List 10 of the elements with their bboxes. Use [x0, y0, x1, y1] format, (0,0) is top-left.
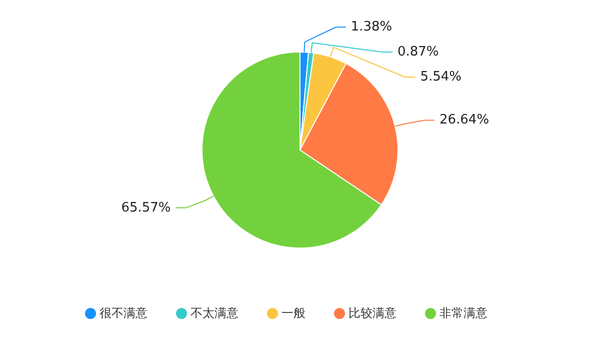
legend-label: 不太满意: [190, 306, 238, 320]
legend-label: 一般: [282, 306, 306, 320]
legend-label: 很不满意: [100, 306, 148, 320]
data-label: 0.87%: [397, 44, 439, 60]
data-label: 26.64%: [439, 112, 490, 128]
data-label: 1.38%: [350, 20, 392, 35]
data-label: 5.54%: [420, 70, 462, 85]
data-label: 65.57%: [121, 200, 171, 216]
legend-label: 非常满意: [440, 306, 488, 320]
legend-label: 比较满意: [348, 306, 396, 320]
